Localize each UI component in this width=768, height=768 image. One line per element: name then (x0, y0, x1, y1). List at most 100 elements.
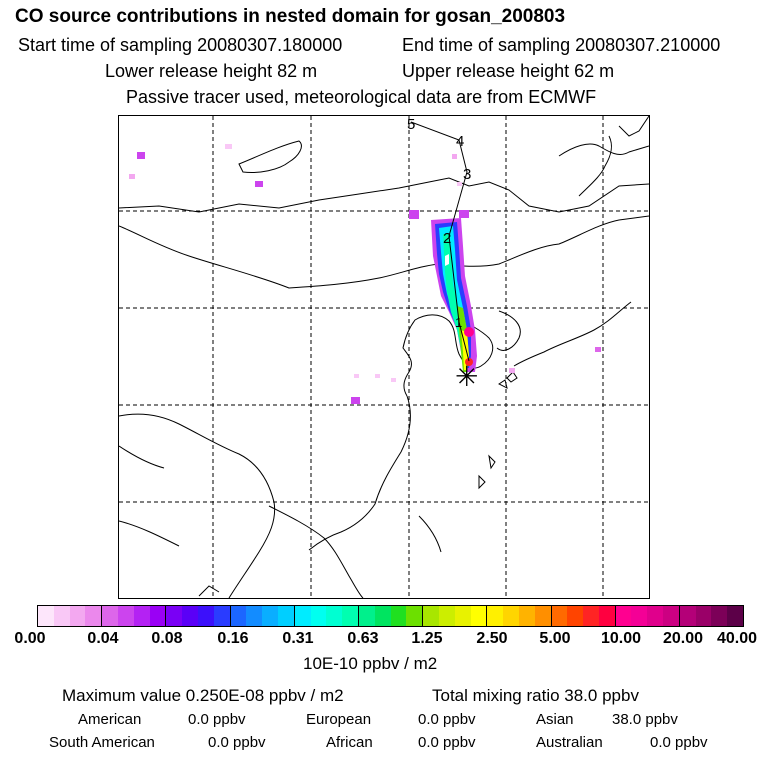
colorbar-swatch (117, 606, 134, 626)
region-european-value: 0.0 ppbv (418, 711, 476, 728)
colorbar-swatch (182, 606, 198, 626)
colorbar-block (229, 606, 294, 626)
colorbar-block (357, 606, 423, 626)
trajectory-line (410, 121, 470, 362)
colorbar-swatch (423, 606, 439, 626)
colorbar-swatch (598, 606, 615, 626)
lower-release-height: Lower release height 82 m (105, 61, 318, 81)
region-australian-label: Australian (536, 734, 603, 751)
colorbar-swatch (133, 606, 150, 626)
colorbar-swatch (567, 606, 584, 626)
tick-label: 0.04 (87, 630, 119, 647)
region-american-value: 0.0 ppbv (188, 711, 246, 728)
colorbar-swatch (663, 606, 679, 626)
tick-label: 10.00 (600, 630, 642, 647)
colorbar-swatch (695, 606, 712, 626)
colorbar-swatch (534, 606, 551, 626)
tick-label: 2.50 (476, 630, 508, 647)
tick-label: 20.00 (662, 630, 704, 647)
colorbar-swatch (197, 606, 214, 626)
trajectory-label-5: 5 (407, 116, 415, 133)
colorbar-swatch (69, 606, 86, 626)
colorbar-block (486, 606, 551, 626)
colorbar-swatch (149, 606, 166, 626)
tick-label: 5.00 (539, 630, 571, 647)
region-european-label: European (306, 711, 372, 728)
region-american-label: American (78, 711, 142, 728)
colorbar-swatch (166, 606, 183, 626)
colorbar-swatch (230, 606, 247, 626)
tick-label: 0.08 (151, 630, 183, 647)
colorbar-block (678, 606, 744, 626)
colorbar-block (38, 606, 102, 626)
tracer-note: Passive tracer used, meteorological data… (126, 87, 597, 107)
colorbar-swatch (406, 606, 423, 626)
colorbar-swatch (374, 606, 391, 626)
colorbar-swatch (583, 606, 599, 626)
region-south-american-label: South American (49, 734, 155, 751)
tick-label: 0.00 (14, 630, 46, 647)
region-asian-value: 38.0 ppbv (612, 711, 678, 728)
tick-label: 0.31 (282, 630, 314, 647)
colorbar-swatch (518, 606, 535, 626)
region-african-label: African (326, 734, 373, 751)
region-asian-label: Asian (536, 711, 574, 728)
colorbar-swatch (262, 606, 278, 626)
receptor-asterisk-icon: ✳ (455, 360, 478, 393)
colorbar-swatch (454, 606, 471, 626)
colorbar-swatch (470, 606, 487, 626)
trajectory-label-3: 3 (463, 166, 471, 183)
colorbar-swatch (503, 606, 519, 626)
colorbar-swatch (487, 606, 504, 626)
colorbar-block (293, 606, 358, 626)
region-south-american-value: 0.0 ppbv (208, 734, 266, 751)
tick-label: 0.16 (217, 630, 249, 647)
colorbar-swatch (277, 606, 294, 626)
colorbar-units: 10E-10 ppbv / m2 (303, 654, 438, 673)
scattered-plume-cells (129, 144, 601, 404)
colorbar-swatch (679, 606, 696, 626)
region-african-value: 0.0 ppbv (418, 734, 476, 751)
map-panel: 5 4 3 2 1 ✳ (118, 115, 650, 599)
max-value: Maximum value 0.250E-08 ppbv / m2 (62, 686, 344, 705)
upper-release-height: Upper release height 62 m (402, 61, 615, 81)
tick-label: 0.63 (347, 630, 379, 647)
trajectory-label-1: 1 (455, 315, 462, 330)
colorbar-block (101, 606, 166, 626)
trajectory-label-4: 4 (456, 133, 464, 150)
colorbar-swatch (246, 606, 263, 626)
main-plume (431, 218, 477, 372)
colorbar-swatch (326, 606, 343, 626)
colorbar-block (614, 606, 679, 626)
colorbar-swatch (615, 606, 632, 626)
start-time: Start time of sampling 20080307.180000 (18, 35, 343, 55)
colorbar-swatch (711, 606, 728, 626)
colorbar-swatch (438, 606, 455, 626)
tick-label: 1.25 (411, 630, 443, 647)
colorbar-swatch (727, 606, 744, 626)
coastlines (119, 116, 649, 598)
colorbar-swatch (53, 606, 70, 626)
colorbar-swatch (358, 606, 375, 626)
tick-label: 40.00 (716, 630, 758, 647)
region-australian-value: 0.0 ppbv (650, 734, 708, 751)
colorbar-block (165, 606, 230, 626)
colorbar-swatch (102, 606, 118, 626)
end-time: End time of sampling 20080307.210000 (402, 35, 721, 55)
colorbar-swatch (551, 606, 568, 626)
lat-lon-grid (119, 116, 649, 598)
colorbar-swatch (342, 606, 358, 626)
colorbar-swatch (631, 606, 648, 626)
colorbar-swatch (38, 606, 54, 626)
colorbar-swatch (647, 606, 664, 626)
colorbar-block (422, 606, 487, 626)
colorbar-swatch (85, 606, 102, 626)
colorbar-block (550, 606, 615, 626)
colorbar-swatch (390, 606, 407, 626)
map-title: CO source contributions in nested domain… (15, 6, 566, 27)
trajectory-label-2: 2 (443, 230, 451, 247)
color-scale-bar (37, 605, 744, 627)
colorbar-swatch (294, 606, 311, 626)
colorbar-swatch (310, 606, 327, 626)
colorbar-swatch (213, 606, 230, 626)
